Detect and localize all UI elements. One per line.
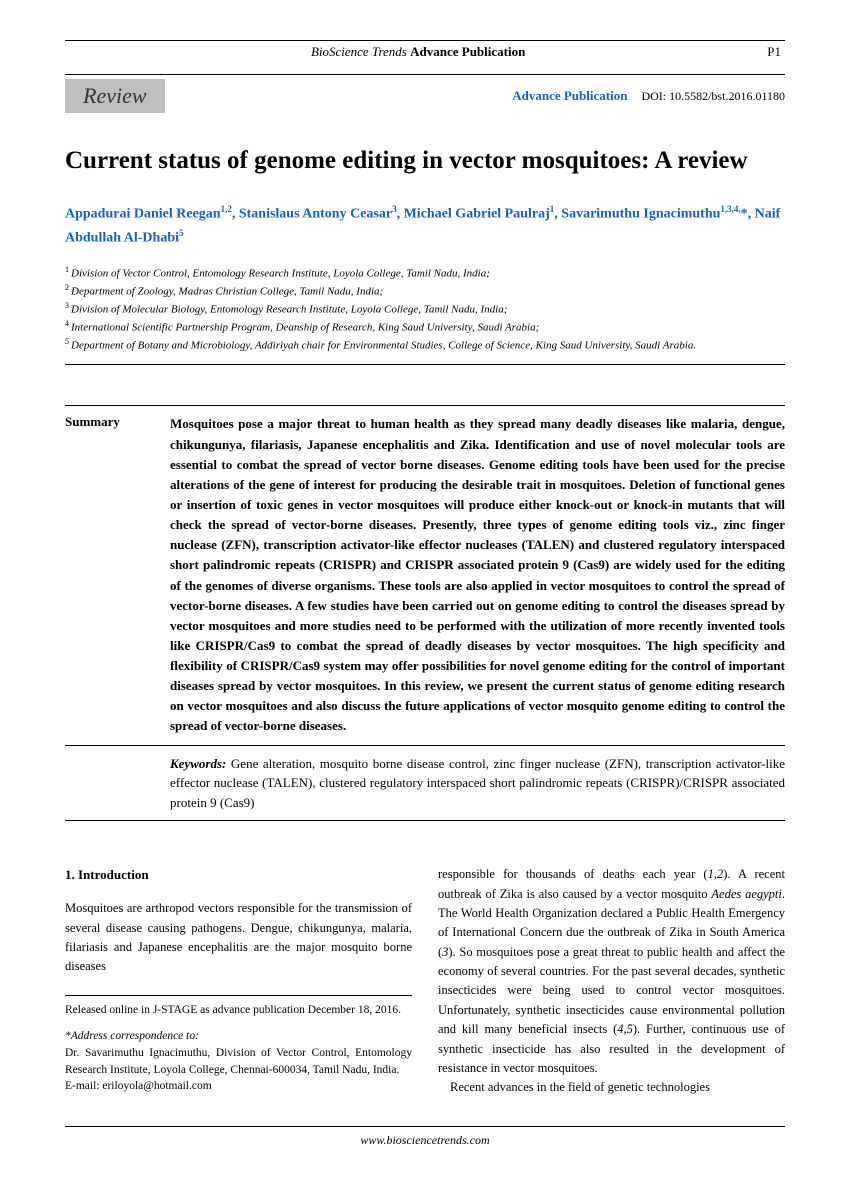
- release-note: Released online in J-STAGE as advance pu…: [65, 1002, 412, 1019]
- affiliation-item: 2Department of Zoology, Madras Christian…: [65, 282, 785, 300]
- keywords-label: Keywords:: [170, 756, 226, 771]
- page-number: P1: [767, 44, 781, 60]
- affiliation-item: 3Division of Molecular Biology, Entomolo…: [65, 300, 785, 318]
- affiliation-item: 5Department of Botany and Microbiology, …: [65, 336, 785, 354]
- citation-ref: 4,5: [617, 1022, 633, 1036]
- pub-info: Advance Publication DOI: 10.5582/bst.201…: [512, 87, 785, 105]
- summary-text: Mosquitoes pose a major threat to human …: [170, 414, 785, 736]
- footnote-rule: [65, 995, 412, 996]
- correspondence-email: E-mail: eriloyola@hotmail.com: [65, 1080, 212, 1092]
- affiliation-item: 4International Scientific Partnership Pr…: [65, 318, 785, 336]
- footer-url: www.biosciencetrends.com: [65, 1126, 785, 1148]
- intro-paragraph-2: Recent advances in the field of genetic …: [438, 1078, 785, 1097]
- correspondence-block: *Address correspondence to: Dr. Savarimu…: [65, 1028, 412, 1095]
- journal-bold: Advance Publication: [410, 44, 525, 59]
- intro-paragraph-right: responsible for thousands of deaths each…: [438, 865, 785, 1078]
- section-heading-introduction: 1. Introduction: [65, 865, 412, 885]
- summary-label: Summary: [65, 414, 170, 736]
- top-rule: [65, 40, 785, 41]
- journal-name: BioScience Trends Advance Publication: [311, 44, 525, 60]
- affiliation-rule: [65, 364, 785, 365]
- article-title: Current status of genome editing in vect…: [65, 145, 785, 178]
- intro-paragraph-left: Mosquitoes are arthropod vectors respons…: [65, 899, 412, 977]
- journal-italic: BioScience Trends: [311, 44, 407, 59]
- running-header: BioScience Trends Advance Publication P1: [65, 44, 785, 68]
- text-fragment: responsible for thousands of deaths each…: [438, 867, 708, 881]
- correspondence-address: Dr. Savarimuthu Ignacimuthu, Division of…: [65, 1047, 412, 1076]
- right-column: responsible for thousands of deaths each…: [438, 865, 785, 1098]
- correspondence-label: *Address correspondence to:: [65, 1030, 199, 1042]
- affiliation-item: 1Division of Vector Control, Entomology …: [65, 264, 785, 282]
- summary-block: Summary Mosquitoes pose a major threat t…: [65, 405, 785, 736]
- left-column: 1. Introduction Mosquitoes are arthropod…: [65, 865, 412, 1098]
- keywords-text: Gene alteration, mosquito borne disease …: [170, 756, 785, 810]
- review-badge: Review: [65, 79, 165, 113]
- body-columns: 1. Introduction Mosquitoes are arthropod…: [65, 865, 785, 1098]
- citation-ref: 1,2: [708, 867, 724, 881]
- doi-text: DOI: 10.5582/bst.2016.01180: [641, 89, 785, 103]
- article-type-row: Review Advance Publication DOI: 10.5582/…: [65, 74, 785, 113]
- species-name: Aedes aegypti: [711, 887, 781, 901]
- author-list: Appadurai Daniel Reegan1,2, Stanislaus A…: [65, 202, 785, 250]
- advance-publication-label: Advance Publication: [512, 88, 627, 103]
- affiliation-list: 1Division of Vector Control, Entomology …: [65, 264, 785, 355]
- keywords-block: Keywords: Gene alteration, mosquito born…: [65, 745, 785, 822]
